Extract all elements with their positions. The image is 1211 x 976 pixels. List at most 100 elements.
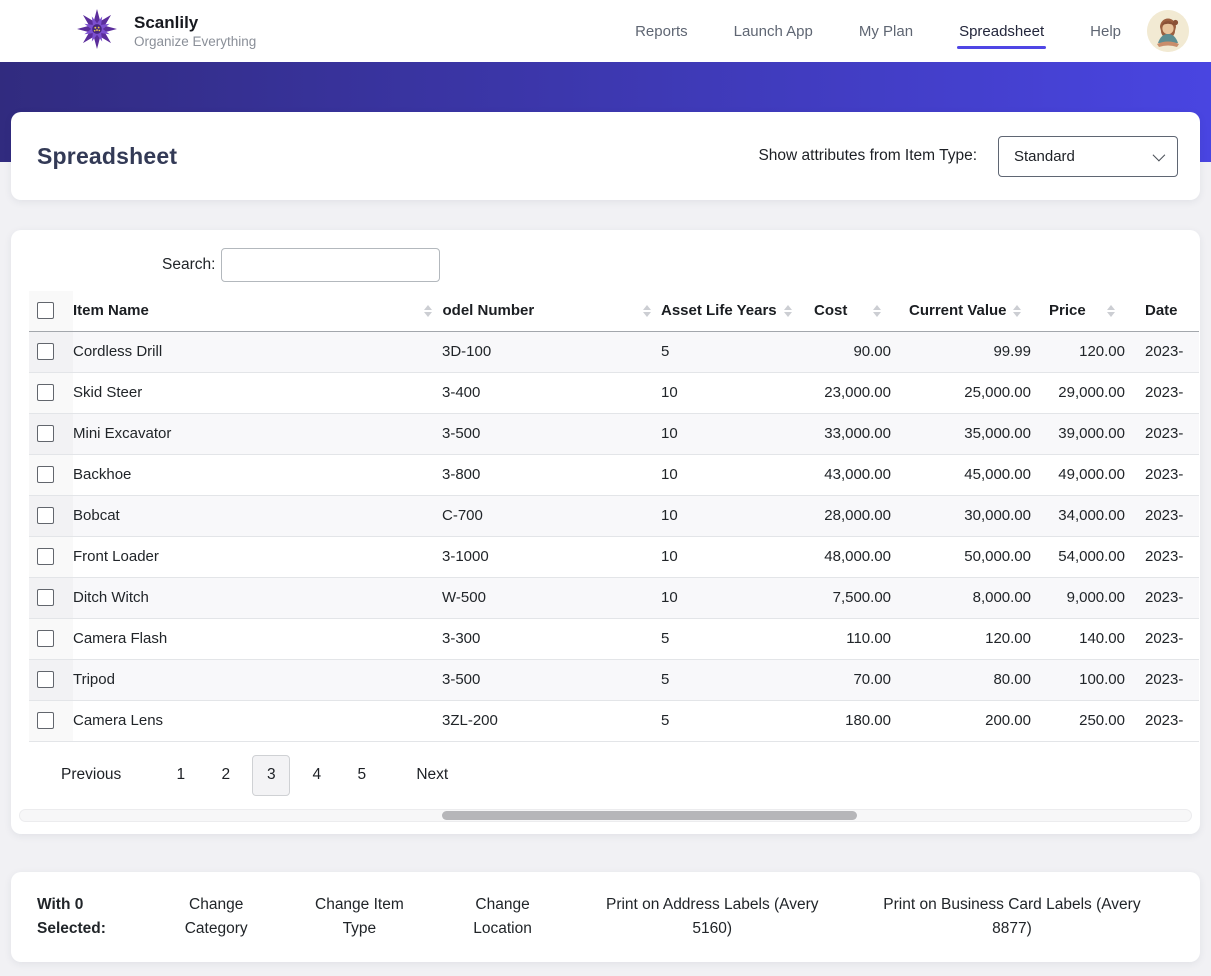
- cell-date: 2023-: [1145, 589, 1184, 606]
- cell-date: 2023-: [1145, 671, 1184, 688]
- cell-item-name: Backhoe: [73, 466, 132, 483]
- table-row: Tripod 3-500 5 70.00 80.00 100.00 2023-: [29, 659, 1199, 700]
- cell-asset-life-years: 5: [661, 712, 670, 729]
- table-row: Mini Excavator 3-500 10 33,000.00 35,000…: [29, 413, 1199, 454]
- row-checkbox[interactable]: [37, 507, 54, 524]
- pagination-page-2[interactable]: 2: [221, 766, 231, 783]
- cell-cost: 33,000.00: [824, 425, 891, 442]
- cell-item-name: Camera Flash: [73, 630, 168, 647]
- sort-icon: [643, 304, 651, 317]
- cell-cost: 48,000.00: [824, 548, 891, 565]
- cell-cost: 23,000.00: [824, 384, 891, 401]
- row-checkbox[interactable]: [37, 384, 54, 401]
- sort-icon: [424, 304, 432, 317]
- horizontal-scrollbar-track[interactable]: [19, 808, 1192, 822]
- cell-date: 2023-: [1145, 712, 1184, 729]
- action-change-location[interactable]: Change Location: [473, 895, 532, 937]
- cell-current-value: 50,000.00: [964, 548, 1031, 565]
- cell-item-name: Mini Excavator: [73, 425, 172, 442]
- column-header-date[interactable]: Date: [1125, 291, 1199, 332]
- horizontal-scrollbar-thumb[interactable]: [441, 810, 858, 820]
- cell-date: 2023-: [1145, 343, 1184, 360]
- cell-price: 9,000.00: [1066, 589, 1125, 606]
- row-checkbox[interactable]: [37, 548, 54, 565]
- select-all-checkbox[interactable]: [37, 302, 54, 320]
- cell-item-name: Cordless Drill: [73, 343, 163, 360]
- brand-link[interactable]: Scanlily Organize Everything: [76, 8, 256, 55]
- nav-item-reports[interactable]: Reports: [635, 22, 688, 40]
- nav-item-help[interactable]: Help: [1090, 22, 1121, 40]
- pagination-next[interactable]: Next: [416, 766, 449, 783]
- column-header-price[interactable]: Price: [1031, 291, 1125, 332]
- brand-name: Scanlily: [134, 12, 199, 32]
- pagination-page-1[interactable]: 1: [176, 766, 186, 783]
- cell-item-name: Front Loader: [73, 548, 159, 565]
- cell-cost: 7,500.00: [832, 589, 891, 606]
- pagination-page-4[interactable]: 4: [312, 766, 322, 783]
- scanlily-logo-flower-icon: [76, 8, 118, 55]
- row-checkbox[interactable]: [37, 466, 54, 483]
- nav-item-my-plan[interactable]: My Plan: [858, 22, 914, 40]
- item-type-selected-value: Standard: [1014, 147, 1075, 165]
- action-print-address-labels[interactable]: Print on Address Labels (Avery 5160): [605, 895, 819, 937]
- item-type-select[interactable]: Standard: [998, 135, 1178, 177]
- pagination-page-3-current[interactable]: 3: [252, 754, 291, 796]
- row-checkbox[interactable]: [37, 712, 54, 729]
- cell-price: 49,000.00: [1058, 466, 1125, 483]
- cell-asset-life-years: 10: [661, 589, 678, 606]
- row-checkbox[interactable]: [37, 630, 54, 647]
- cell-asset-life-years: 10: [661, 466, 678, 483]
- search-input[interactable]: [221, 248, 441, 282]
- column-header-asset-life-years[interactable]: Asset Life Years: [661, 291, 814, 332]
- table-row: Skid Steer 3-400 10 23,000.00 25,000.00 …: [29, 372, 1199, 413]
- action-change-category[interactable]: Change Category: [184, 895, 248, 937]
- row-checkbox[interactable]: [37, 343, 54, 360]
- cell-model-number: 3ZL-200: [442, 712, 498, 729]
- cell-cost: 70.00: [853, 671, 891, 688]
- table-row: Ditch Witch W-500 10 7,500.00 8,000.00 9…: [29, 577, 1199, 618]
- item-type-label: Show attributes from Item Type:: [758, 147, 977, 164]
- cell-price: 54,000.00: [1058, 548, 1125, 565]
- cell-item-name: Tripod: [73, 671, 115, 688]
- cell-current-value: 35,000.00: [964, 425, 1031, 442]
- table-row: Camera Flash 3-300 5 110.00 120.00 140.0…: [29, 618, 1199, 659]
- pagination-page-5[interactable]: 5: [357, 766, 367, 783]
- cell-model-number: 3D-100: [442, 343, 492, 360]
- table-row: Backhoe 3-800 10 43,000.00 45,000.00 49,…: [29, 454, 1199, 495]
- cell-price: 39,000.00: [1058, 425, 1125, 442]
- cell-model-number: W-500: [442, 589, 486, 606]
- title-card: Spreadsheet Show attributes from Item Ty…: [11, 112, 1200, 200]
- search-row: Search:: [11, 248, 1200, 282]
- table-row: Bobcat C-700 10 28,000.00 30,000.00 34,0…: [29, 495, 1199, 536]
- row-checkbox[interactable]: [37, 589, 54, 606]
- page-title: Spreadsheet: [37, 142, 178, 169]
- row-checkbox[interactable]: [37, 671, 54, 688]
- main-nav: Reports Launch App My Plan Spreadsheet H…: [635, 22, 1121, 49]
- pagination-previous[interactable]: Previous: [61, 766, 122, 783]
- cell-item-name: Bobcat: [73, 507, 120, 524]
- row-checkbox[interactable]: [37, 425, 54, 442]
- bulk-actions-bar: With 0 Selected: Change Category Change …: [11, 871, 1200, 962]
- cell-asset-life-years: 10: [661, 425, 678, 442]
- search-label: Search:: [162, 256, 216, 273]
- nav-item-launch-app[interactable]: Launch App: [733, 22, 813, 40]
- spreadsheet-card: Search: Item Name Model Number: [11, 230, 1200, 834]
- cell-model-number: 3-300: [442, 630, 481, 647]
- user-avatar[interactable]: [1147, 10, 1189, 52]
- cell-price: 120.00: [1079, 343, 1125, 360]
- column-header-item-name[interactable]: Item Name: [73, 291, 442, 332]
- cell-model-number: C-700: [442, 507, 483, 524]
- nav-item-spreadsheet[interactable]: Spreadsheet: [957, 22, 1047, 49]
- cell-model-number: 3-400: [442, 384, 481, 401]
- brand-tagline: Organize Everything: [134, 33, 257, 49]
- action-print-business-card-labels[interactable]: Print on Business Card Labels (Avery 887…: [883, 895, 1141, 937]
- cell-date: 2023-: [1145, 548, 1184, 565]
- column-header-model-number[interactable]: Model Number: [442, 291, 661, 332]
- cell-current-value: 25,000.00: [964, 384, 1031, 401]
- cell-cost: 180.00: [845, 712, 891, 729]
- column-header-cost[interactable]: Cost: [814, 291, 891, 332]
- cell-date: 2023-: [1145, 507, 1184, 524]
- action-change-item-type[interactable]: Change Item Type: [315, 895, 404, 937]
- column-header-current-value[interactable]: Current Value: [891, 291, 1031, 332]
- cell-item-name: Ditch Witch: [73, 589, 149, 606]
